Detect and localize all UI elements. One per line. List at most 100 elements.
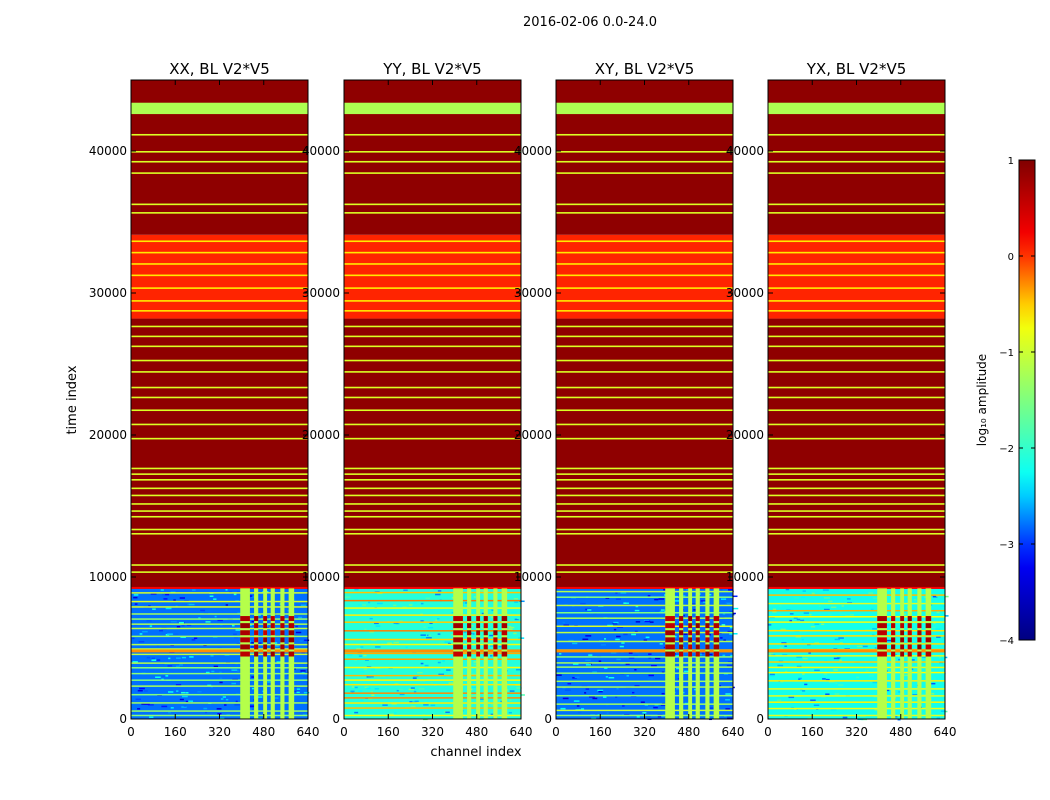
noise-cell [235,700,238,703]
time-stripe [131,212,308,214]
noise-cell [577,711,582,714]
rfi-hotspot [713,651,720,657]
time-stripe [131,386,308,389]
rfi-hotspot [679,651,684,657]
noise-cell [944,615,949,617]
rfi-hotspot [476,637,481,643]
noise-cell [673,600,680,602]
rfi-hotspot [688,630,693,636]
noise-cell [168,711,171,714]
noise-cell [399,693,405,696]
noise-cell [414,700,419,703]
time-stripe [344,203,521,206]
rfi-hotspot [476,651,481,657]
noise-cell [721,624,726,626]
noise-cell [729,610,734,613]
noise-cell [592,697,598,700]
noise-cell [351,686,355,688]
noise-cell [473,663,477,666]
noise-cell [302,676,308,678]
time-stripe [131,310,308,312]
x-tick-label: 160 [164,725,187,739]
noise-cell [134,603,138,605]
time-stripe [768,635,945,637]
noise-cell [219,671,222,674]
time-stripe [768,212,945,214]
noise-cell [802,657,808,660]
time-stripe [344,133,521,136]
noise-cell [604,638,607,640]
noise-cell [801,596,806,599]
time-stripe [556,656,733,658]
noise-cell [620,673,625,675]
time-stripe [131,643,308,646]
x-tick-label: 0 [764,725,772,739]
noise-cell [931,692,935,695]
noise-cell [862,645,868,648]
noise-cell [654,598,659,601]
noise-cell [902,620,909,622]
noise-cell [642,712,647,714]
noise-cell [267,681,271,683]
noise-cell [676,667,682,670]
noise-cell [911,682,917,684]
rfi-hotspot [688,637,693,643]
noise-cell [170,707,174,709]
noise-cell [509,690,515,692]
time-stripe [344,528,521,531]
noise-cell [887,692,891,694]
noise-cell [676,687,680,690]
x-tick-label: 480 [465,725,488,739]
rfi-hotspot [907,616,912,622]
rfi-hotspot [493,623,498,629]
time-stripe [131,371,308,373]
y-tick-label: 10000 [89,570,127,584]
time-stripe [131,300,308,302]
rfi-hotspot [917,644,922,650]
noise-cell [473,661,478,663]
noise-cell [363,668,368,671]
noise-cell [804,683,808,686]
rfi-hotspot [695,616,700,622]
noise-cell [921,694,927,696]
time-stripe [768,701,945,703]
noise-cell [298,616,303,619]
noise-cell [707,653,713,656]
noise-cell [133,594,139,596]
noise-cell [412,677,417,679]
noise-cell [412,701,417,703]
time-stripe [344,571,521,573]
time-stripe [131,710,308,712]
time-stripe [556,586,733,589]
rfi-hotspot [665,616,675,622]
noise-cell [794,681,798,683]
time-stripe [556,437,733,440]
noise-cell [489,645,493,647]
noise-cell [830,606,837,609]
x-tick-label: 640 [722,725,745,739]
noise-cell [659,588,664,591]
rfi-hotspot [263,637,268,643]
noise-cell [622,705,625,707]
noise-cell [156,659,161,661]
time-stripe [556,604,733,607]
time-stripe [131,600,308,603]
noise-cell [480,641,484,644]
time-stripe [768,695,945,697]
x-tick-label: 160 [801,725,824,739]
noise-cell [160,589,164,591]
noise-cell [725,693,731,695]
noise-cell [598,660,602,662]
time-stripe [131,564,308,566]
colorbar-label: log₁₀ amplitude [975,354,989,446]
panel-title: YX, BL V2*V5 [806,60,907,78]
rfi-hotspot [467,616,472,622]
noise-cell [633,654,638,657]
y-tick-label: 30000 [89,286,127,300]
time-stripe [556,335,733,338]
time-stripe [131,359,308,362]
time-stripe [131,571,308,573]
noise-cell [818,605,821,608]
noise-cell [585,659,591,662]
noise-cell [147,704,154,706]
